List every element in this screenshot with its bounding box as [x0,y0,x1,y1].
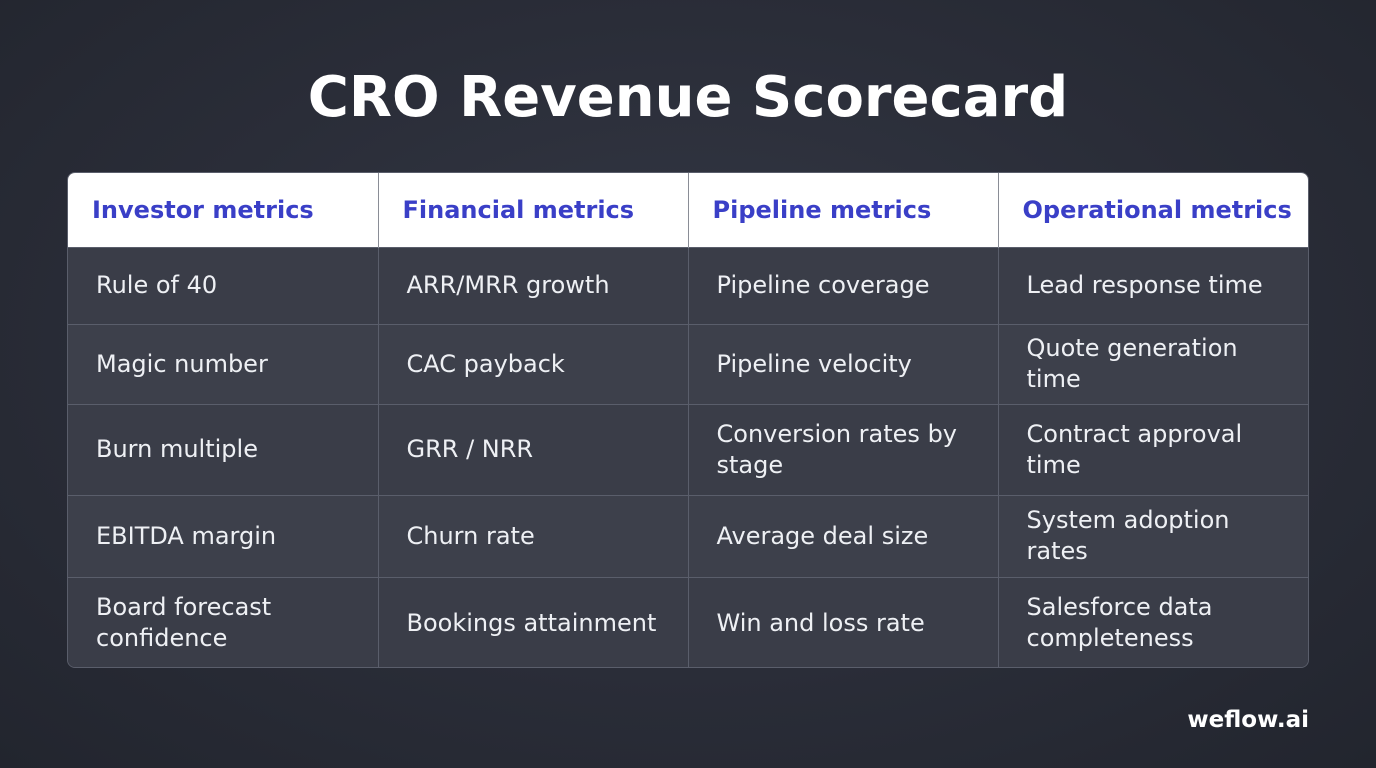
table-cell: Conversion rates by stage [688,403,999,495]
table-cell: EBITDA margin [68,494,379,577]
table-cell: Magic number [68,323,379,404]
table-cell: Salesforce data completeness [998,576,1308,667]
table-row: Magic number CAC payback Pipeline veloci… [68,323,1308,404]
table-cell: Quote generation time [998,323,1308,404]
table-cell: Churn rate [378,494,689,577]
table-cell: Rule of 40 [68,246,379,324]
table-cell: Pipeline velocity [688,323,999,404]
metrics-table: Investor metrics Financial metrics Pipel… [68,173,1308,667]
table-row: Board forecast confidence Bookings attai… [68,576,1308,667]
header-financial-metrics: Financial metrics [378,173,689,247]
header-operational-metrics: Operational metrics [998,173,1308,247]
table-cell: Contract approval time [998,403,1308,495]
page-title: CRO Revenue Scorecard [307,65,1069,130]
table-row: EBITDA margin Churn rate Average deal si… [68,494,1308,577]
table-header-row: Investor metrics Financial metrics Pipel… [68,173,1308,247]
table-cell: GRR / NRR [378,403,689,495]
table-cell: Lead response time [998,246,1308,324]
table-cell: Bookings attainment [378,576,689,667]
table-row: Rule of 40 ARR/MRR growth Pipeline cover… [68,246,1308,324]
header-pipeline-metrics: Pipeline metrics [688,173,999,247]
scorecard-table: Investor metrics Financial metrics Pipel… [67,172,1309,668]
table-cell: System adoption rates [998,494,1308,577]
header-investor-metrics: Investor metrics [68,173,379,247]
table-row: Burn multiple GRR / NRR Conversion rates… [68,403,1308,495]
table-cell: Pipeline coverage [688,246,999,324]
table-cell: Average deal size [688,494,999,577]
table-cell: Board forecast confidence [68,576,379,667]
table-cell: CAC payback [378,323,689,404]
table-cell: Win and loss rate [688,576,999,667]
brand-logo-text: weflow.ai [1187,707,1309,733]
table-cell: ARR/MRR growth [378,246,689,324]
table-cell: Burn multiple [68,403,379,495]
